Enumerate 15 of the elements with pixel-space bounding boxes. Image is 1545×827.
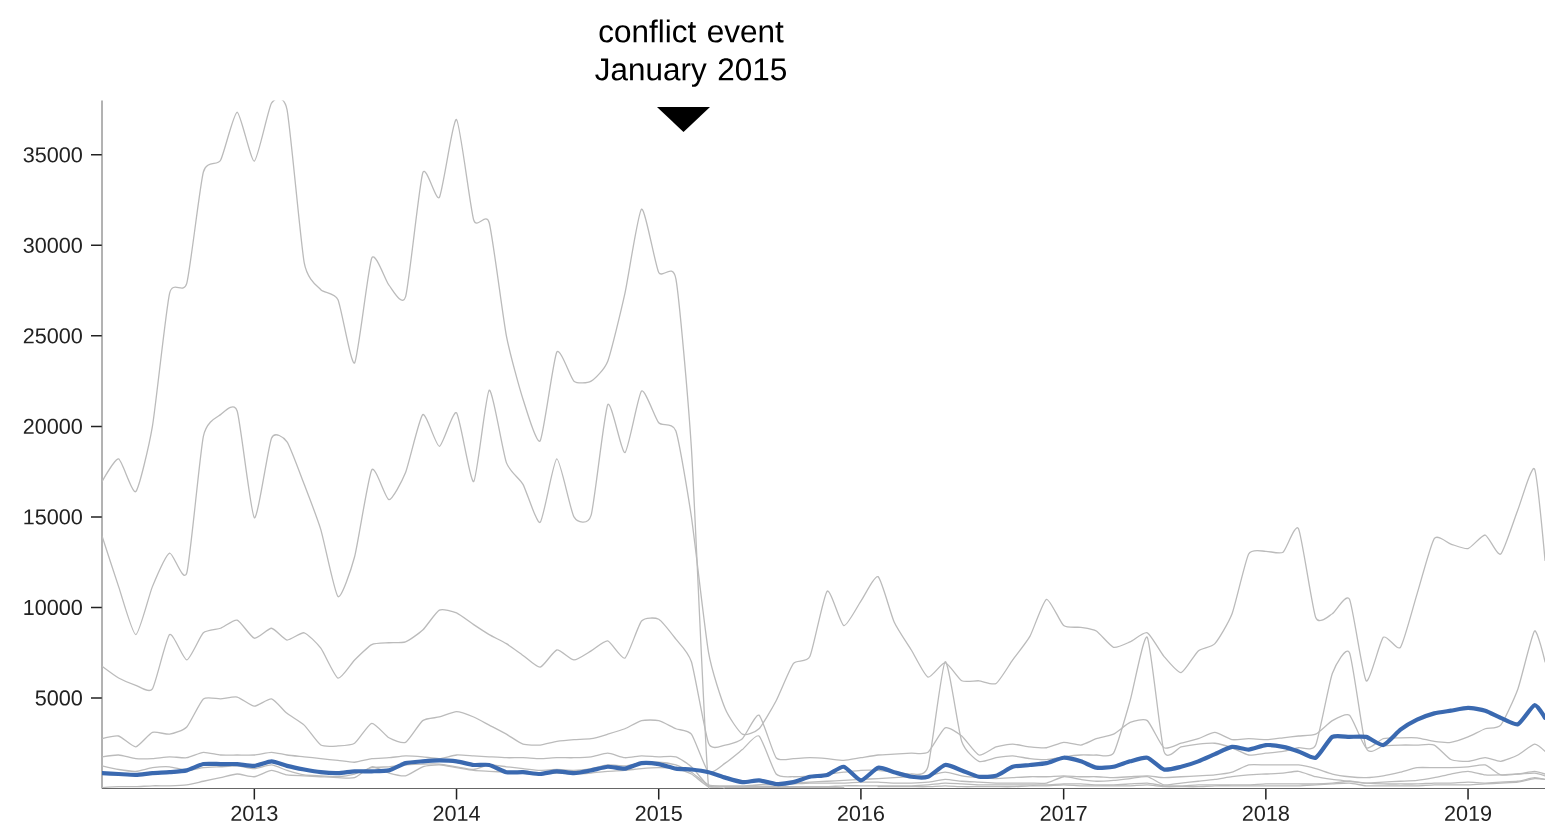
x-tick-label: 2015 (635, 805, 682, 821)
text: conflict event January 2015 (595, 19, 786, 87)
x-tick-label: 2019 (1445, 805, 1492, 821)
x-tick-label: 2016 (837, 805, 884, 821)
y-tick-label: 20000 (23, 418, 82, 435)
x-tick-label: 2013 (231, 805, 278, 821)
y-tick-label: 25000 (23, 328, 82, 344)
y-tick-label: 15000 (24, 509, 82, 525)
x-tick-label: 2017 (1040, 805, 1087, 821)
y-tick-label: 5000 (35, 690, 82, 706)
y-tick-label: 10000 (24, 599, 82, 616)
y-tick-label: 30000 (23, 237, 82, 253)
x-tick-label: 2018 (1242, 805, 1289, 821)
y-tick-label: 35000 (23, 147, 82, 163)
x-tick-label: 2014 (433, 805, 480, 821)
